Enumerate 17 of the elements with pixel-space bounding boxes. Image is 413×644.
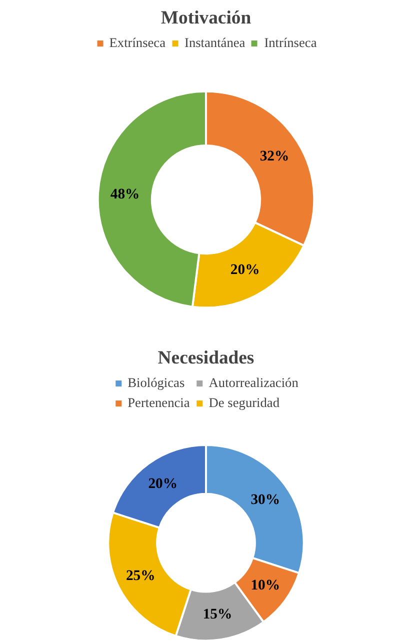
data-label: 48% — [110, 186, 140, 202]
legend-label: Autorrealización — [208, 375, 298, 391]
data-label: 20% — [230, 262, 260, 278]
chart-title: Motivación — [160, 8, 252, 28]
legend-label: Pertenencia — [128, 395, 190, 411]
data-label: 30% — [250, 492, 280, 508]
legend-label: Biológicas — [128, 375, 185, 391]
data-label: 25% — [126, 568, 156, 584]
data-label: 20% — [148, 476, 178, 492]
legend-label: Extrínseca — [109, 35, 166, 51]
data-label: 10% — [250, 578, 280, 594]
legend-label: De seguridad — [208, 395, 280, 411]
data-label: 15% — [202, 606, 232, 623]
data-label: 32% — [260, 148, 290, 164]
legend-label: Instantánea — [184, 35, 246, 51]
chart-title: Necesidades — [158, 348, 254, 368]
legend-label: Intrínseca — [264, 35, 317, 51]
